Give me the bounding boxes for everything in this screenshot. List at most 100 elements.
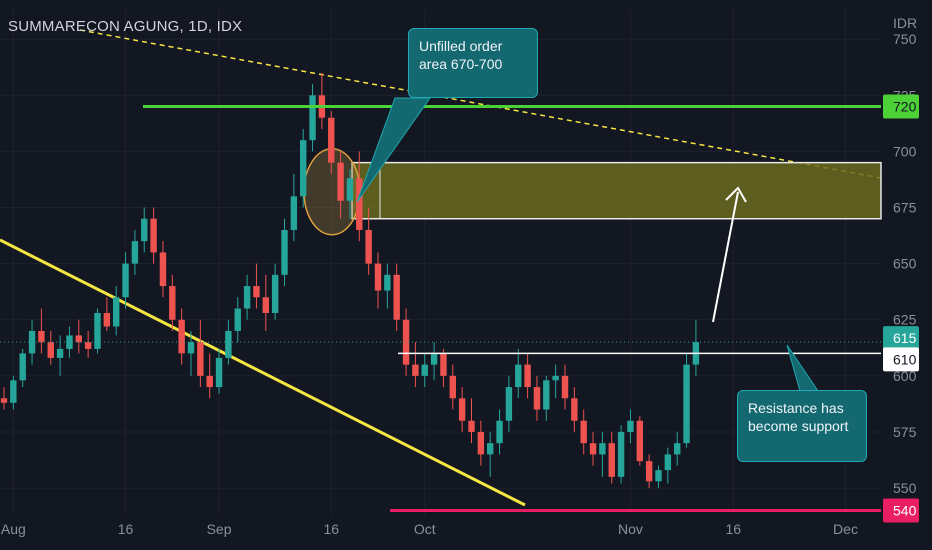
- price-tick-label: 550: [893, 480, 917, 496]
- trendlines: [0, 29, 882, 507]
- zone-rect: [351, 161, 882, 220]
- candle-body: [421, 364, 428, 376]
- price-tag-bg: [883, 326, 919, 351]
- time-tick-label: 16: [726, 521, 742, 537]
- dashed-trendline: [79, 29, 882, 179]
- price-tag-label: 615: [893, 330, 917, 346]
- candle-body: [103, 313, 111, 327]
- candle-body: [468, 420, 475, 432]
- candle-body: [337, 162, 344, 201]
- candle-body: [683, 364, 690, 444]
- candle-body: [10, 380, 17, 403]
- candle-body: [253, 286, 260, 298]
- target-arrow-head: [725, 186, 747, 203]
- candle-body: [477, 431, 485, 455]
- candle-body: [206, 375, 213, 388]
- candle-body: [141, 218, 148, 242]
- candle-body: [197, 342, 204, 376]
- callout-resistance-support: Resistance has become support: [737, 390, 867, 462]
- candle-body: [47, 342, 54, 358]
- time-tick-label: Sep: [207, 521, 232, 537]
- candle-body: [178, 319, 185, 354]
- candle-body: [122, 263, 129, 298]
- price-levels: [0, 105, 881, 513]
- callout-bottom-pointer: [786, 344, 819, 392]
- candle-body: [262, 297, 269, 313]
- price-tick-label: 625: [893, 312, 917, 328]
- candle-body: [356, 178, 363, 230]
- candle-body: [384, 274, 391, 291]
- candle-body: [243, 286, 251, 309]
- price-tick-label: 575: [893, 424, 917, 440]
- candle-body: [300, 140, 307, 197]
- price-tag-bg: [883, 347, 919, 372]
- price-tag-label: 540: [893, 503, 917, 519]
- candle-body: [589, 443, 597, 455]
- candle-body: [608, 443, 615, 477]
- candle-body: [515, 364, 522, 388]
- candle-body: [599, 443, 606, 455]
- candle-body: [38, 330, 45, 343]
- price-tag-bg: [883, 498, 919, 523]
- time-tick-label: 16: [323, 521, 339, 537]
- candle-body: [374, 263, 382, 291]
- candle-body: [524, 364, 531, 388]
- candle-body: [365, 229, 372, 264]
- candle-body: [94, 313, 101, 349]
- unfilled-order-zone: [303, 148, 882, 236]
- candle-body: [290, 196, 298, 230]
- candle-body: [412, 364, 419, 376]
- candle-body: [19, 353, 26, 381]
- price-tick-label: 650: [893, 256, 917, 272]
- candle-body: [328, 117, 335, 163]
- candle-body: [56, 348, 64, 358]
- candle-body: [0, 398, 8, 403]
- time-tick-label: Nov: [618, 521, 643, 537]
- candle-body: [645, 461, 653, 482]
- price-tick-label: 700: [893, 143, 917, 159]
- candle-body: [561, 375, 569, 399]
- candle-body: [552, 375, 559, 381]
- candle-body: [159, 252, 167, 287]
- candle-body: [674, 443, 681, 455]
- candle-body: [487, 443, 494, 455]
- price-tick-label: 750: [893, 31, 917, 47]
- candle-body: [346, 178, 354, 201]
- candle-body: [580, 420, 587, 444]
- candle-body: [533, 387, 541, 410]
- candle-body: [75, 335, 82, 343]
- candle-body: [430, 353, 438, 365]
- price-tag-bg: [883, 94, 919, 119]
- candle-body: [664, 454, 672, 471]
- candle-body: [458, 398, 466, 421]
- time-axis[interactable]: Aug16Sep16OctNov16Dec16: [1, 521, 932, 537]
- target-arrow-shaft: [712, 191, 739, 323]
- candle-body: [234, 308, 241, 331]
- candle-body: [449, 375, 456, 399]
- candle-body: [636, 420, 643, 462]
- candle-body: [215, 357, 223, 388]
- candle-body: [627, 420, 634, 432]
- candle-body: [402, 319, 410, 365]
- price-tick-label: 600: [893, 368, 917, 384]
- candle-body: [440, 353, 447, 376]
- candle-body: [169, 286, 176, 320]
- callout-unfilled-order: Unfilled order area 670-700: [408, 28, 538, 98]
- callout-pointers: [356, 97, 819, 392]
- price-tick-label: 675: [893, 200, 917, 216]
- price-axis[interactable]: IDR5505756006256506757007257507206156105…: [883, 15, 919, 523]
- candle-body: [150, 218, 157, 253]
- descending-trendline: [0, 238, 526, 507]
- candle-body: [84, 342, 92, 349]
- chart-title: SUMMARECON AGUNG, 1D, IDX: [8, 18, 243, 35]
- time-tick-label: 16: [118, 521, 134, 537]
- candle-body: [617, 431, 625, 477]
- time-tick-label: Oct: [414, 521, 436, 537]
- candle-body: [131, 241, 139, 264]
- candle-body: [66, 335, 73, 349]
- candle-body: [187, 342, 195, 354]
- candle-body: [571, 398, 578, 421]
- callout-top-pointer: [356, 97, 431, 203]
- time-tick-label: Dec: [833, 521, 858, 537]
